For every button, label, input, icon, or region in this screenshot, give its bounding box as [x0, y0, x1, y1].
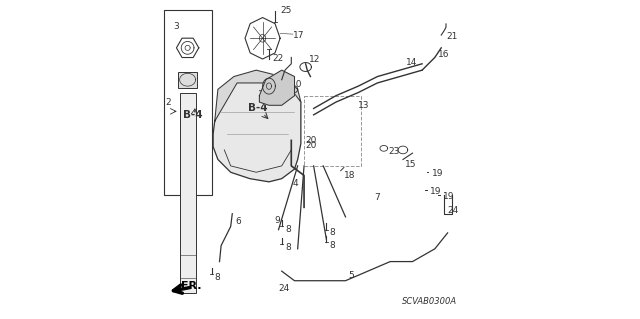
Polygon shape [213, 80, 301, 182]
Text: B-4: B-4 [183, 110, 202, 120]
Bar [178, 72, 197, 88]
Text: 25: 25 [280, 6, 291, 15]
Text: 12: 12 [309, 55, 320, 63]
Text: 20: 20 [306, 136, 317, 145]
Text: 8: 8 [285, 243, 291, 252]
Bar [180, 93, 196, 293]
Text: 24: 24 [447, 206, 459, 215]
Text: 19: 19 [430, 187, 442, 196]
Text: 11: 11 [257, 90, 269, 99]
Text: 19: 19 [431, 169, 443, 178]
Bar [164, 10, 212, 195]
Text: 13: 13 [358, 101, 370, 110]
Text: 20: 20 [306, 141, 317, 150]
Text: 14: 14 [406, 58, 417, 67]
Text: 3: 3 [173, 22, 179, 31]
Text: 8: 8 [330, 241, 335, 250]
Text: 16: 16 [438, 50, 449, 59]
Text: 7: 7 [374, 193, 380, 202]
Text: 22: 22 [272, 54, 284, 63]
Text: 10: 10 [291, 80, 303, 89]
Text: 5: 5 [349, 271, 355, 280]
Text: 9: 9 [275, 216, 280, 225]
Text: SCVAB0300A: SCVAB0300A [402, 297, 457, 306]
Text: 19: 19 [443, 192, 454, 201]
Polygon shape [259, 70, 294, 105]
Text: 23: 23 [388, 147, 400, 156]
Text: 18: 18 [344, 171, 355, 180]
Text: 4: 4 [293, 179, 298, 188]
Text: 6: 6 [236, 217, 241, 226]
Text: 24: 24 [278, 284, 290, 293]
Text: 17: 17 [293, 31, 305, 40]
Text: FR.: FR. [181, 281, 202, 291]
Text: 21: 21 [446, 32, 458, 41]
Text: 8: 8 [215, 273, 220, 282]
Text: 2: 2 [165, 98, 171, 107]
Text: 15: 15 [404, 160, 416, 169]
Polygon shape [215, 70, 301, 121]
Text: 8: 8 [285, 225, 291, 234]
Text: B-4: B-4 [248, 103, 268, 114]
Text: 8: 8 [330, 228, 335, 237]
